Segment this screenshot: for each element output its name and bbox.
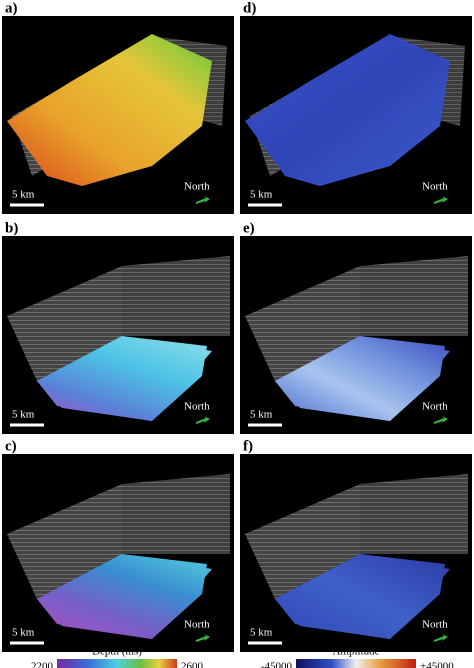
horizon-surface (37, 336, 207, 421)
colorbar-title: Depth (ms) (92, 646, 142, 658)
north-arrow (434, 196, 448, 204)
scale-label: 5 km (250, 409, 273, 421)
colorbar-title: Amplitude (332, 646, 379, 658)
seismic-wall (245, 266, 360, 381)
colorbar-max: 2600 (181, 661, 204, 668)
north-label: North (184, 181, 210, 193)
colorbar (296, 659, 416, 668)
colorbar-min: -45000 (261, 661, 293, 668)
north-arrow (434, 634, 448, 642)
panel-image: 5 km North (2, 16, 234, 214)
north-label: North (422, 619, 448, 631)
panel-label: e) (243, 220, 255, 236)
panel-label: d) (243, 0, 256, 16)
north-arrow (196, 634, 210, 642)
north-label: North (422, 401, 448, 413)
horizon-surface (7, 34, 212, 186)
north-label: North (184, 619, 210, 631)
seismic-wall (360, 256, 468, 336)
north-label: North (184, 401, 210, 413)
seismic-wall (122, 256, 230, 336)
seismic-wall (7, 484, 122, 599)
scale-label: 5 km (250, 189, 273, 201)
horizon-surface (37, 554, 207, 639)
panel-image: 5 km North (240, 16, 472, 214)
scale-label: 5 km (12, 189, 35, 201)
panel-image: 5 km North (240, 236, 472, 434)
north-arrow (196, 196, 210, 204)
horizon-surface (275, 336, 445, 421)
seismic-wall (122, 474, 230, 554)
seismic-wall (360, 474, 468, 554)
scale-label: 5 km (250, 627, 273, 639)
colorbar-max: +45000 (420, 661, 454, 668)
panel-image: 5 km North (2, 454, 234, 652)
scale-label: 5 km (12, 409, 35, 421)
panel-label: c) (5, 438, 17, 454)
colorbar (57, 659, 177, 668)
panel-label: f) (243, 438, 253, 454)
panel-image: 5 km North (2, 236, 234, 434)
north-arrow (434, 416, 448, 424)
north-label: North (422, 181, 448, 193)
seismic-wall (7, 266, 122, 381)
panel-label: a) (5, 0, 18, 16)
panel-label: b) (5, 220, 18, 236)
horizon-surface (245, 34, 450, 186)
colorbar-min: 2200 (31, 661, 54, 668)
horizon-surface (275, 554, 445, 639)
seismic-wall (245, 484, 360, 599)
scale-label: 5 km (12, 627, 35, 639)
north-arrow (196, 416, 210, 424)
panel-image: 5 km North (240, 454, 472, 652)
